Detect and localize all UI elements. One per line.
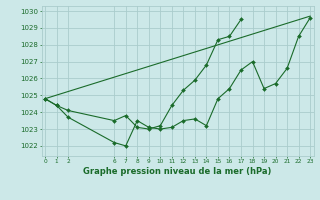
X-axis label: Graphe pression niveau de la mer (hPa): Graphe pression niveau de la mer (hPa) — [84, 167, 272, 176]
